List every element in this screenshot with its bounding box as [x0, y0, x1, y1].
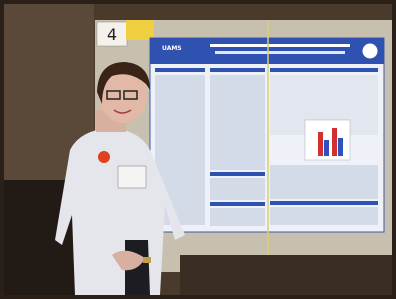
figure-bar: [338, 138, 343, 156]
poster-title-line: [215, 51, 345, 54]
section-header: [210, 172, 265, 176]
watch: [143, 257, 151, 263]
page: 4 UAMS (() => { const data = JSON.parse(…: [0, 0, 396, 299]
figure-bar: [332, 128, 337, 156]
section-header: [210, 68, 265, 72]
section-header: [210, 202, 265, 206]
section-header: [155, 68, 205, 72]
button-pin: [98, 151, 110, 163]
text-column: [270, 165, 378, 199]
text-column: [210, 178, 265, 200]
table-below: [180, 255, 392, 295]
poster-seal: [362, 43, 378, 59]
sticky-note: [126, 20, 154, 40]
text-column: [210, 208, 265, 226]
section-header: [270, 68, 378, 72]
poster-logo: UAMS: [162, 45, 182, 52]
section-header: [270, 201, 378, 205]
poster-title-line: [210, 44, 350, 47]
figure-bar: [324, 140, 329, 156]
text-column: [210, 75, 265, 170]
name-badge: [118, 166, 146, 188]
photo: 4 UAMS: [0, 0, 396, 299]
text-column: [270, 207, 378, 225]
figure-bar: [318, 132, 323, 156]
sign-number: 4: [107, 25, 117, 44]
